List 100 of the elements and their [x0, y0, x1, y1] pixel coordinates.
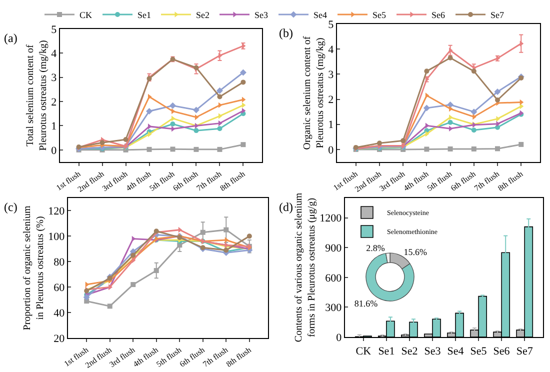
y-axis-title: Contents of various organic selenium forms in Pleurotus ostreatus (μg/g): [294, 192, 318, 342]
y-tick-label: 0: [328, 144, 334, 156]
point: [224, 237, 229, 243]
x-tick-label: Se2: [401, 345, 418, 358]
point: [123, 137, 128, 142]
y-tick-label: 3: [328, 69, 334, 82]
x-tick-label: Se4: [447, 345, 464, 358]
y-tick-label: 4: [51, 48, 58, 60]
point: [242, 96, 246, 102]
y-tick-label: 0: [336, 332, 342, 344]
y-tick-label: 3: [51, 72, 58, 84]
y-tick-label: 2: [328, 94, 334, 106]
point: [217, 126, 222, 132]
point: [448, 55, 453, 60]
data-label: 15.6%: [404, 246, 428, 257]
text: (a): [4, 31, 18, 45]
legend-label: Se3: [254, 10, 269, 20]
x-tick-label: Se7: [516, 345, 534, 358]
y-tick-label: 100: [48, 231, 66, 244]
point: [494, 88, 501, 95]
y-tick-label: 120: [48, 206, 66, 218]
point: [218, 113, 222, 119]
point: [100, 140, 105, 146]
y-axis-title: Organic selenium content of Pleurotus ostreatus (mg/kg): [302, 36, 326, 150]
point: [224, 227, 229, 232]
point: [423, 104, 430, 112]
legend-label: Se4: [314, 10, 328, 20]
data-label: 2.8%: [366, 243, 386, 254]
x-tick-label: Se6: [493, 345, 510, 358]
y-tick-label: 600: [325, 272, 342, 284]
point: [447, 102, 454, 108]
legend-label: Se6: [432, 10, 446, 20]
point: [146, 146, 152, 152]
x-tick-label: Se3: [424, 345, 442, 358]
legend-label: Se1: [138, 10, 152, 20]
point: [107, 304, 112, 309]
point: [471, 68, 476, 74]
point: [130, 282, 136, 288]
point: [85, 282, 90, 288]
y-tick-label: 1: [51, 120, 57, 133]
point: [170, 146, 176, 152]
y-tick-label: 5: [328, 18, 334, 31]
y-tick-label: 0: [51, 144, 58, 157]
point: [170, 122, 176, 127]
point: [246, 234, 252, 239]
point: [217, 94, 222, 100]
text: (b): [279, 26, 293, 40]
y-tick-label: 40: [54, 307, 66, 320]
y-tick-label: 80: [54, 256, 66, 268]
point: [400, 138, 406, 144]
y-tick-label: 5: [51, 24, 58, 36]
point: [200, 230, 206, 235]
point: [240, 80, 246, 85]
point: [83, 294, 90, 301]
y-tick-label: 1200: [320, 212, 342, 225]
x-tick-label: Se5: [470, 345, 488, 358]
point: [169, 102, 176, 109]
y-tick-label: 4: [328, 44, 334, 56]
point: [471, 146, 476, 152]
point: [448, 120, 453, 125]
y-axis-title: Proportion of organic selenium in Pleurotus ostreatus (%): [22, 206, 46, 330]
point: [171, 116, 176, 122]
point: [194, 128, 199, 134]
text: (c): [4, 200, 18, 214]
point: [376, 140, 382, 146]
point: [518, 142, 524, 147]
x-tick-label: Se1: [378, 345, 395, 358]
point: [146, 108, 153, 114]
point: [192, 106, 200, 114]
y-tick-label: 2: [51, 96, 57, 108]
y-tick-label: 20: [54, 332, 66, 345]
point: [240, 142, 246, 148]
legend-label: Se2: [196, 10, 210, 20]
point: [495, 98, 500, 103]
point: [424, 146, 430, 152]
y-tick-label: 1: [328, 119, 334, 132]
point: [425, 131, 430, 137]
legend-label: Se7: [490, 10, 505, 20]
point: [240, 69, 246, 76]
data-label: 81.6%: [354, 298, 378, 308]
point: [218, 52, 222, 58]
x-tick-label: CK: [356, 345, 372, 358]
legend-label: CK: [80, 10, 93, 20]
y-axis-title: Total selenium content of Pleurotus ostreatus (mg/kg): [25, 40, 50, 151]
point: [216, 87, 223, 94]
legend-label: Se5: [372, 10, 387, 20]
point: [448, 146, 453, 152]
y-tick-label: 900: [325, 242, 342, 254]
point: [424, 68, 430, 74]
text: (d): [279, 200, 293, 214]
point: [495, 124, 500, 130]
point: [194, 146, 199, 152]
point: [495, 146, 500, 152]
point: [217, 146, 222, 152]
y-tick-label: 60: [54, 282, 66, 294]
point: [520, 40, 524, 46]
y-tick-label: 300: [325, 302, 342, 314]
point: [471, 128, 476, 133]
point: [154, 268, 159, 274]
point: [470, 108, 478, 116]
